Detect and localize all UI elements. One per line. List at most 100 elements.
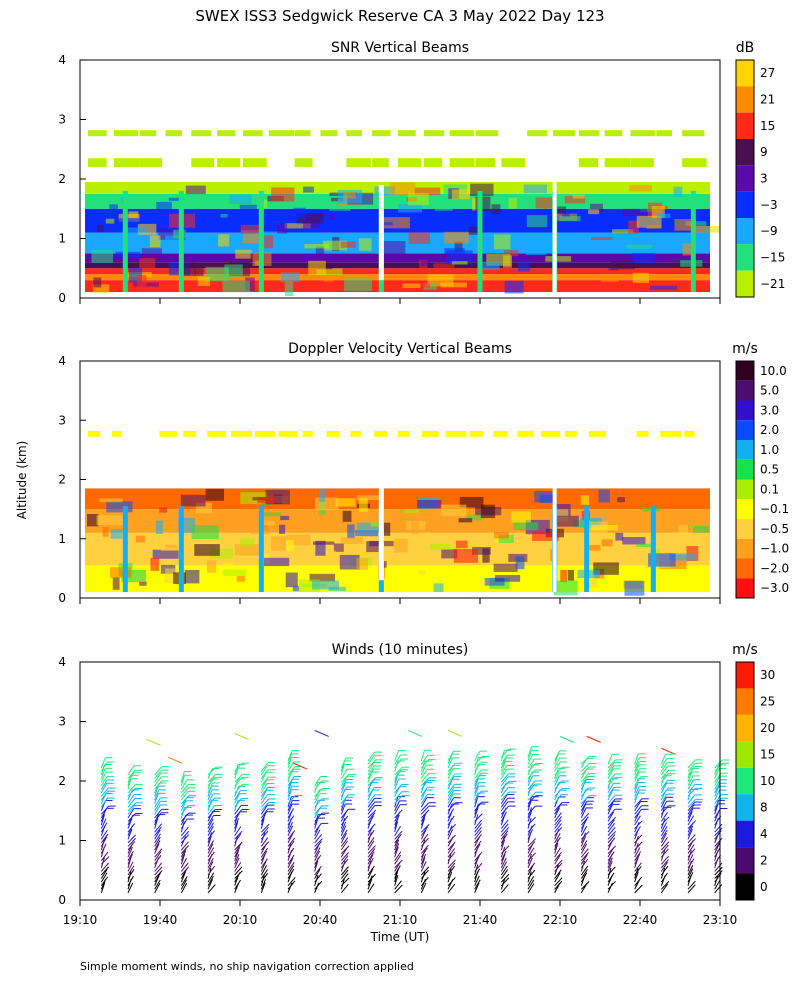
- wind-barb: [340, 832, 347, 844]
- wind-barb: [260, 823, 270, 833]
- heatmap-blotch: [112, 577, 120, 590]
- heatmap-blotch: [486, 254, 511, 266]
- wind-barb: [154, 848, 163, 858]
- wind-barb: [100, 805, 110, 815]
- wind-barb: [660, 758, 668, 769]
- wind-barb: [287, 847, 295, 858]
- wind-barb: [447, 808, 455, 819]
- wind-barb: [420, 847, 428, 858]
- wind-barb: [527, 829, 533, 840]
- wind-barb: [287, 808, 295, 819]
- wind-barb: [447, 841, 456, 851]
- heatmap-blotch: [156, 201, 172, 213]
- colorbar-swatch: [736, 820, 754, 848]
- wind-barb: [420, 768, 428, 779]
- heatmap-blotch: [194, 266, 204, 276]
- wind-barb: [287, 877, 296, 887]
- snr-band-segment: [268, 130, 295, 137]
- heatmap-blotch: [559, 215, 581, 222]
- wind-barb: [474, 772, 482, 783]
- wind-barb: [127, 838, 136, 847]
- x-tick-label: 22:40: [623, 913, 658, 927]
- colorbar-unit-winds: m/s: [732, 642, 758, 658]
- wind-barb: [607, 787, 615, 797]
- heatmap-blotch: [259, 520, 268, 531]
- colorbar-swatch: [736, 191, 754, 218]
- y-tick-label: 4: [58, 53, 66, 67]
- wind-barb: [580, 803, 586, 815]
- heatmap-blotch: [158, 228, 186, 240]
- wind-barb: [607, 861, 613, 872]
- wind-barb: [394, 804, 401, 815]
- wind-barb: [287, 761, 294, 772]
- heatmap-blotch: [91, 249, 114, 263]
- heatmap-blotch: [611, 261, 635, 270]
- wind-barb: [287, 803, 293, 815]
- wind-barb: [420, 802, 430, 812]
- wind-barb: [154, 872, 161, 883]
- colorbar-swatch: [736, 794, 754, 821]
- wind-barb: [447, 823, 456, 833]
- snr-band-segment: [501, 158, 526, 168]
- wind-barb: [394, 766, 403, 776]
- wind-barb: [127, 772, 135, 783]
- heatmap-blotch: [381, 240, 406, 256]
- wind-barb: [500, 765, 508, 776]
- wind-barb: [234, 850, 240, 861]
- y-tick-label: 3: [58, 715, 66, 729]
- heatmap-streak: [122, 506, 128, 593]
- heatmap-blotch: [194, 544, 220, 556]
- snr-band-segment: [449, 130, 474, 137]
- wind-barb: [527, 823, 536, 833]
- wind-barb: [660, 841, 670, 851]
- wind-barb: [660, 822, 667, 833]
- wind-barb: [447, 762, 456, 772]
- wind-barb: [260, 865, 268, 876]
- wind-barb: [447, 843, 455, 854]
- heatmap-blotch: [454, 241, 463, 252]
- wind-barb: [314, 817, 319, 829]
- wind-barb: [394, 830, 403, 840]
- wind-barb: [394, 784, 403, 794]
- wind-barb: [474, 769, 482, 779]
- snr-band-segment: [475, 130, 499, 137]
- heatmap-blotch: [417, 500, 442, 509]
- wind-barb: [500, 773, 509, 783]
- heatmap-blotch: [180, 494, 206, 507]
- heatmap-blotch: [206, 560, 217, 573]
- snr-band-segment: [423, 130, 445, 137]
- wind-barb: [554, 761, 561, 772]
- colorbar-label: 2: [760, 853, 768, 867]
- heatmap-blotch: [347, 524, 355, 539]
- heatmap-blotch: [240, 538, 255, 547]
- wind-barb: [447, 783, 456, 794]
- wind-barb: [580, 787, 589, 797]
- heatmap-blotch: [316, 268, 343, 275]
- wind-barb: [714, 779, 721, 790]
- wind-barb: [687, 775, 694, 786]
- heatmap-blotch: [632, 272, 649, 283]
- heatmap-blotch: [339, 554, 360, 570]
- wind-barb: [234, 790, 241, 801]
- wind-barb: [100, 836, 108, 847]
- wind-barb: [634, 862, 642, 872]
- wind-barb: [127, 813, 136, 822]
- wind-barb: [234, 870, 243, 879]
- wind-barb: [447, 848, 456, 858]
- wind-barb: [474, 840, 482, 851]
- wind-barb: [687, 762, 696, 772]
- wind-barb: [660, 797, 667, 808]
- wind-barb: [554, 880, 563, 890]
- wind-barb: [714, 789, 720, 801]
- doppler-panel: 0 1 2 3 4: [58, 354, 721, 605]
- wind-barb: [154, 843, 160, 854]
- heatmap-blotch: [328, 214, 336, 220]
- wind-barb: [607, 798, 616, 808]
- wind-barb: [287, 821, 293, 833]
- heatmap-blotch: [567, 569, 575, 581]
- heatmap-layer: [85, 262, 710, 269]
- heatmap-blotch: [601, 539, 613, 547]
- wind-barb: [447, 797, 455, 808]
- colorbar-unit-doppler: m/s: [732, 341, 758, 357]
